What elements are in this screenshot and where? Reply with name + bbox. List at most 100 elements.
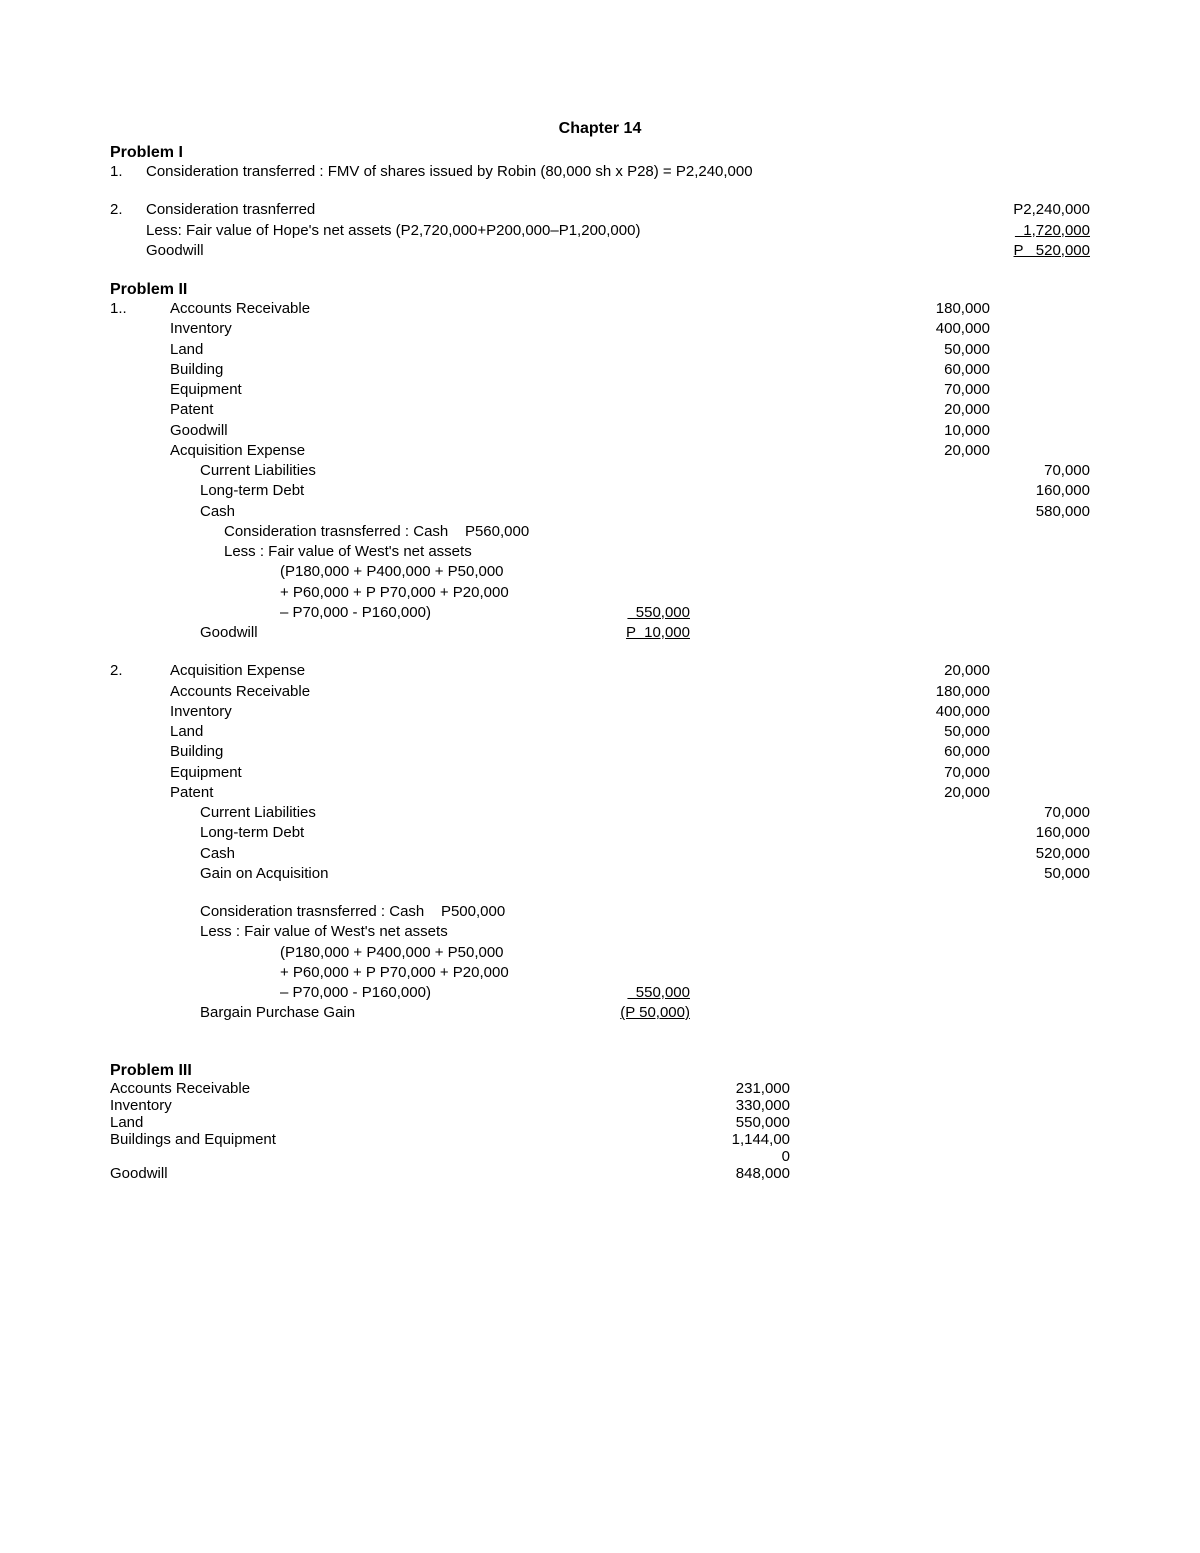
p2-1-r11-l: Cash: [170, 502, 890, 522]
p2-1-r1-d: 180,000: [890, 299, 990, 319]
problem-3-title: Problem III: [110, 1062, 1090, 1080]
p2-2-r4-c: [990, 722, 1090, 742]
p2-2-r2-l: Accounts Receivable: [170, 682, 890, 702]
p2-1-c4: + P60,000 + P P70,000 + P20,000: [170, 583, 690, 603]
p1-i2-l2-label: Less: Fair value of Hope's net assets (P…: [146, 221, 980, 241]
p2-2-c6-v: (P 50,000): [580, 1003, 690, 1023]
p2-1-r10-l: Long-term Debt: [170, 481, 890, 501]
p2-2-r9-d: [890, 823, 990, 843]
p2-2-r3-l: Inventory: [170, 702, 890, 722]
p2-1-r7-l: Goodwill: [170, 421, 890, 441]
p2-2-r11-l: Gain on Acquisition: [170, 864, 890, 884]
p3-r1-l: Accounts Receivable: [110, 1080, 690, 1097]
p2-1-r6-c: [990, 400, 1090, 420]
p2-1-r11-d: [890, 502, 990, 522]
problem-1-title: Problem I: [110, 144, 1090, 162]
p1-item2: 2. Consideration trasnferred P2,240,000 …: [110, 200, 1090, 261]
p2-2-r6-l: Equipment: [170, 763, 890, 783]
p2-2-r10-c: 520,000: [990, 844, 1090, 864]
p2-2-r8-l: Current Liabilities: [170, 803, 890, 823]
p2-1-r1-l: Accounts Receivable: [170, 299, 890, 319]
problem-2-title: Problem II: [110, 281, 1090, 299]
p3-r2-v: 330,000: [690, 1097, 790, 1114]
p3-r3-v: 550,000: [690, 1114, 790, 1131]
p2-2-r4-d: 50,000: [890, 722, 990, 742]
p2-2-r10-d: [890, 844, 990, 864]
p2-2-r8-c: 70,000: [990, 803, 1090, 823]
p3-r3-l: Land: [110, 1114, 690, 1131]
p2-2-c4: + P60,000 + P P70,000 + P20,000: [170, 963, 690, 983]
p1-i2-l1-val: P2,240,000: [980, 200, 1090, 220]
p1-item1: 1. Consideration transferred : FMV of sh…: [110, 162, 1090, 182]
p2-2-r11-d: [890, 864, 990, 884]
p1-i2-l3-label: Goodwill: [146, 241, 980, 261]
p1-i2-l3-val: P 520,000: [980, 241, 1090, 261]
p2-1-r7-d: 10,000: [890, 421, 990, 441]
p2-1-r9-c: 70,000: [990, 461, 1090, 481]
p2-1-r5-c: [990, 380, 1090, 400]
p2-1-r8-c: [990, 441, 1090, 461]
p2-1-c6-v: P 10,000: [580, 623, 690, 643]
p2-2-r7-d: 20,000: [890, 783, 990, 803]
p2-1-c5-l: – P70,000 - P160,000): [170, 603, 580, 623]
p2-2-r5-d: 60,000: [890, 742, 990, 762]
p3-r1-v: 231,000: [690, 1080, 790, 1097]
p2-2-r1-d: 20,000: [890, 661, 990, 681]
p2-1-r7-c: [990, 421, 1090, 441]
p1-item1-text: Consideration transferred : FMV of share…: [146, 162, 1090, 182]
p2-2-r4-l: Land: [170, 722, 890, 742]
p2-1-r8-l: Acquisition Expense: [170, 441, 890, 461]
p2-2-r5-c: [990, 742, 1090, 762]
p2-1-c5-v: 550,000: [580, 603, 690, 623]
p2-2-c1: Consideration trasnsferred : Cash P500,0…: [170, 902, 690, 922]
p3-r4b-v: 0: [690, 1148, 790, 1165]
p2-1-r9-l: Current Liabilities: [170, 461, 890, 481]
p3-r5-v: 848,000: [690, 1165, 790, 1182]
p2-1-r5-l: Equipment: [170, 380, 890, 400]
p2-1-r4-d: 60,000: [890, 360, 990, 380]
p3-r2-l: Inventory: [110, 1097, 690, 1114]
p2-1-c1: Consideration trasnsferred : Cash P560,0…: [170, 522, 690, 542]
p2-2-r8-d: [890, 803, 990, 823]
p2-2-r7-l: Patent: [170, 783, 890, 803]
p2-2-r1-c: [990, 661, 1090, 681]
p2-1-r3-c: [990, 340, 1090, 360]
p2-item1-num: 1..: [110, 299, 170, 319]
p2-1-r10-c: 160,000: [990, 481, 1090, 501]
p2-2-r7-c: [990, 783, 1090, 803]
p2-2-r9-l: Long-term Debt: [170, 823, 890, 843]
p2-1-r11-c: 580,000: [990, 502, 1090, 522]
p2-2-r5-l: Building: [170, 742, 890, 762]
p2-2-r2-d: 180,000: [890, 682, 990, 702]
p2-2-c5-v: 550,000: [580, 983, 690, 1003]
p1-i2-l2-val: 1,720,000: [980, 221, 1090, 241]
p3-r4-v: 1,144,00: [690, 1131, 790, 1148]
p2-2-r3-d: 400,000: [890, 702, 990, 722]
chapter-title: Chapter 14: [110, 120, 1090, 138]
p2-1-r2-l: Inventory: [170, 319, 890, 339]
p2-2-r11-c: 50,000: [990, 864, 1090, 884]
p3-r4-l: Buildings and Equipment: [110, 1131, 690, 1148]
p2-1-r6-l: Patent: [170, 400, 890, 420]
p1-i2-l1-label: Consideration trasnferred: [146, 200, 980, 220]
p2-2-c5-l: – P70,000 - P160,000): [170, 983, 580, 1003]
p2-2-r9-c: 160,000: [990, 823, 1090, 843]
p2-2-r6-c: [990, 763, 1090, 783]
p2-1-r1-c: [990, 299, 1090, 319]
p2-1-r6-d: 20,000: [890, 400, 990, 420]
p2-2-r1-l: Acquisition Expense: [170, 661, 890, 681]
p2-1-r2-c: [990, 319, 1090, 339]
p2-1-r10-d: [890, 481, 990, 501]
p2-1-r3-l: Land: [170, 340, 890, 360]
p2-item2-num: 2.: [110, 661, 170, 681]
p2-item2: 2. Acquisition Expense20,000 Accounts Re…: [110, 661, 1090, 1023]
p2-item1: 1.. Accounts Receivable180,000 Inventory…: [110, 299, 1090, 643]
p3-r4b-l: [110, 1148, 690, 1165]
p2-2-c3: (P180,000 + P400,000 + P50,000: [170, 943, 690, 963]
p2-1-r4-l: Building: [170, 360, 890, 380]
p2-1-r3-d: 50,000: [890, 340, 990, 360]
p2-2-r2-c: [990, 682, 1090, 702]
p2-1-r4-c: [990, 360, 1090, 380]
p2-2-c2: Less : Fair value of West's net assets: [170, 922, 690, 942]
p2-1-r2-d: 400,000: [890, 319, 990, 339]
